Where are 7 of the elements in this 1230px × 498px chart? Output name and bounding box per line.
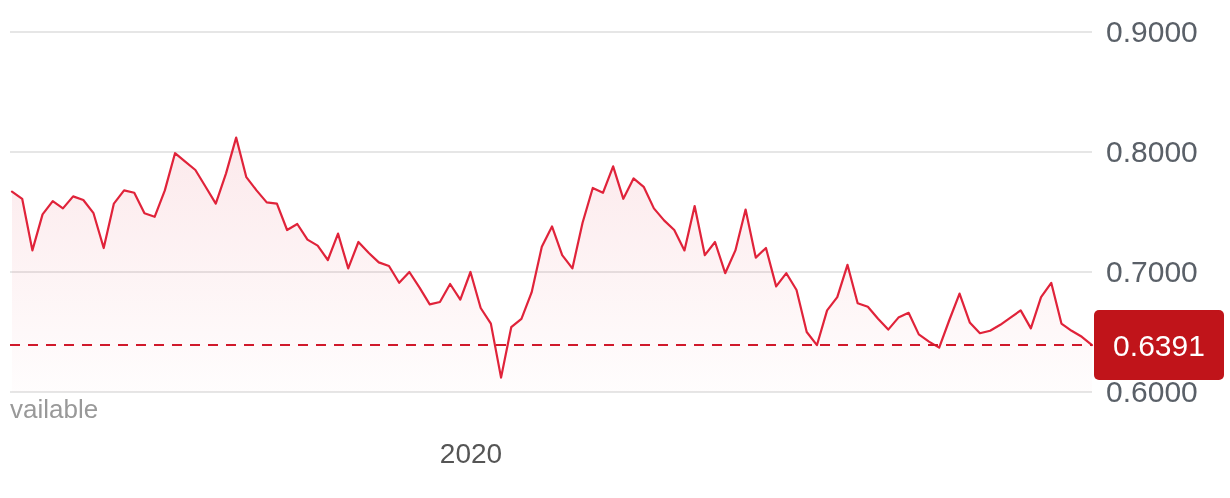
y-tick-label: 0.6000 [1106,375,1198,409]
y-tick-label: 0.7000 [1106,255,1198,289]
y-tick-label: 0.8000 [1106,135,1198,169]
x-tick-label: 2020 [439,437,503,469]
y-tick-label: 0.9000 [1106,15,1198,49]
ref-line-label: 0.6391 [1113,328,1205,362]
text: vailable [10,394,99,424]
